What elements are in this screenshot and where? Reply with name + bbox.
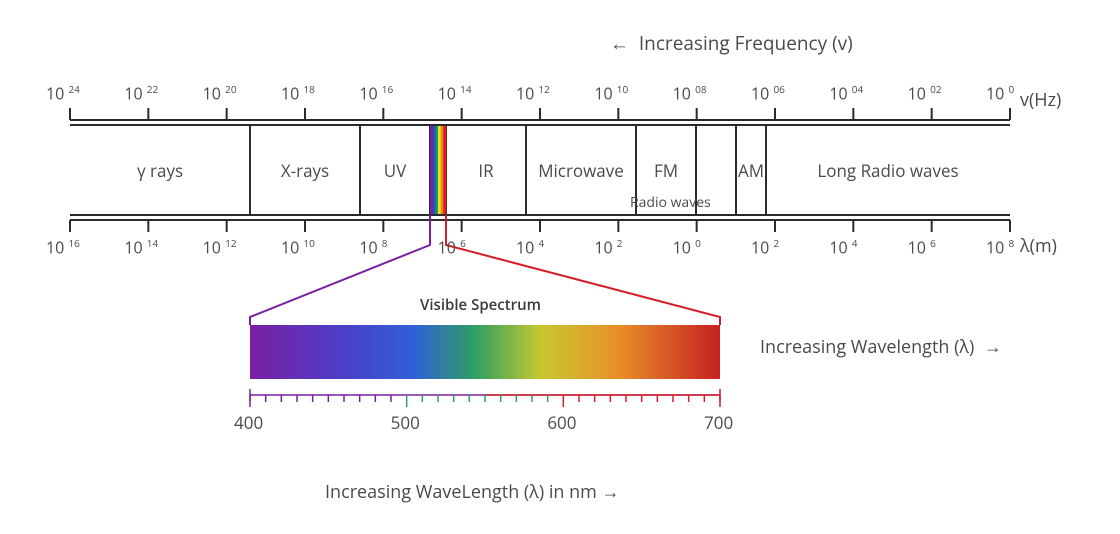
freq-axis-unit: v(Hz) [1020,88,1061,112]
freq-tick-6: 10 12 [516,82,550,104]
wave-tick-4: 10 8 [359,236,387,258]
band-microwave: Microwave [526,159,636,182]
nm-tick-600: 600 [547,411,576,434]
increasing-wavelength-bottom: Increasing WaveLength (λ) in nm [325,480,597,504]
wave-tick-1: 10 14 [124,236,158,258]
wave-tick-2: 10 12 [203,236,237,258]
nm-tick-400: 400 [234,411,263,434]
band-uv: UV [360,159,430,182]
freq-tick-0: 10 24 [46,82,80,104]
wave-tick-5: 10 6 [438,236,466,258]
band-x-rays: X-rays [250,159,360,182]
increasing-frequency-label: ← Increasing Frequency (v) [610,30,853,56]
freq-tick-7: 10 10 [594,82,628,104]
nm-tick-500: 500 [391,411,420,434]
band-am: AM [736,159,766,182]
freq-tick-5: 10 14 [438,82,472,104]
increasing-wavelength-bottom-wrap: Increasing WaveLength (λ) in nm → [325,480,620,504]
freq-tick-12: 10 0 [986,82,1014,104]
header-text: Increasing Frequency (v) [639,30,853,56]
wave-tick-6: 10 4 [516,236,544,258]
wave-tick-9: 10 2 [751,236,779,258]
increasing-wavelength-right-wrap: Increasing Wavelength (λ) → [760,335,1002,359]
increasing-wavelength-right: Increasing Wavelength (λ) [760,335,974,359]
visible-spectrum-title: Visible Spectrum [420,295,541,315]
band-fm: FM [636,159,696,182]
wave-tick-7: 10 2 [594,236,622,258]
wave-tick-3: 10 10 [281,236,315,258]
freq-tick-3: 10 18 [281,82,315,104]
band-long-radio-waves: Long Radio waves [766,159,1010,182]
wave-tick-12: 10 8 [986,236,1014,258]
wave-tick-10: 10 4 [829,236,857,258]
radio-waves-sublabel: Radio waves [630,193,711,212]
freq-tick-9: 10 06 [751,82,785,104]
freq-tick-8: 10 08 [673,82,707,104]
band-ir: IR [446,159,526,182]
freq-tick-1: 10 22 [124,82,158,104]
wave-axis-unit: λ(m) [1020,234,1057,258]
nm-tick-700: 700 [704,411,733,434]
freq-tick-11: 10 02 [908,82,942,104]
freq-tick-10: 10 04 [829,82,863,104]
wave-tick-0: 10 16 [46,236,80,258]
freq-tick-2: 10 20 [203,82,237,104]
wave-tick-11: 10 6 [908,236,936,258]
freq-tick-4: 10 16 [359,82,393,104]
wave-tick-8: 10 0 [673,236,701,258]
band-γ-rays: γ rays [70,159,250,182]
